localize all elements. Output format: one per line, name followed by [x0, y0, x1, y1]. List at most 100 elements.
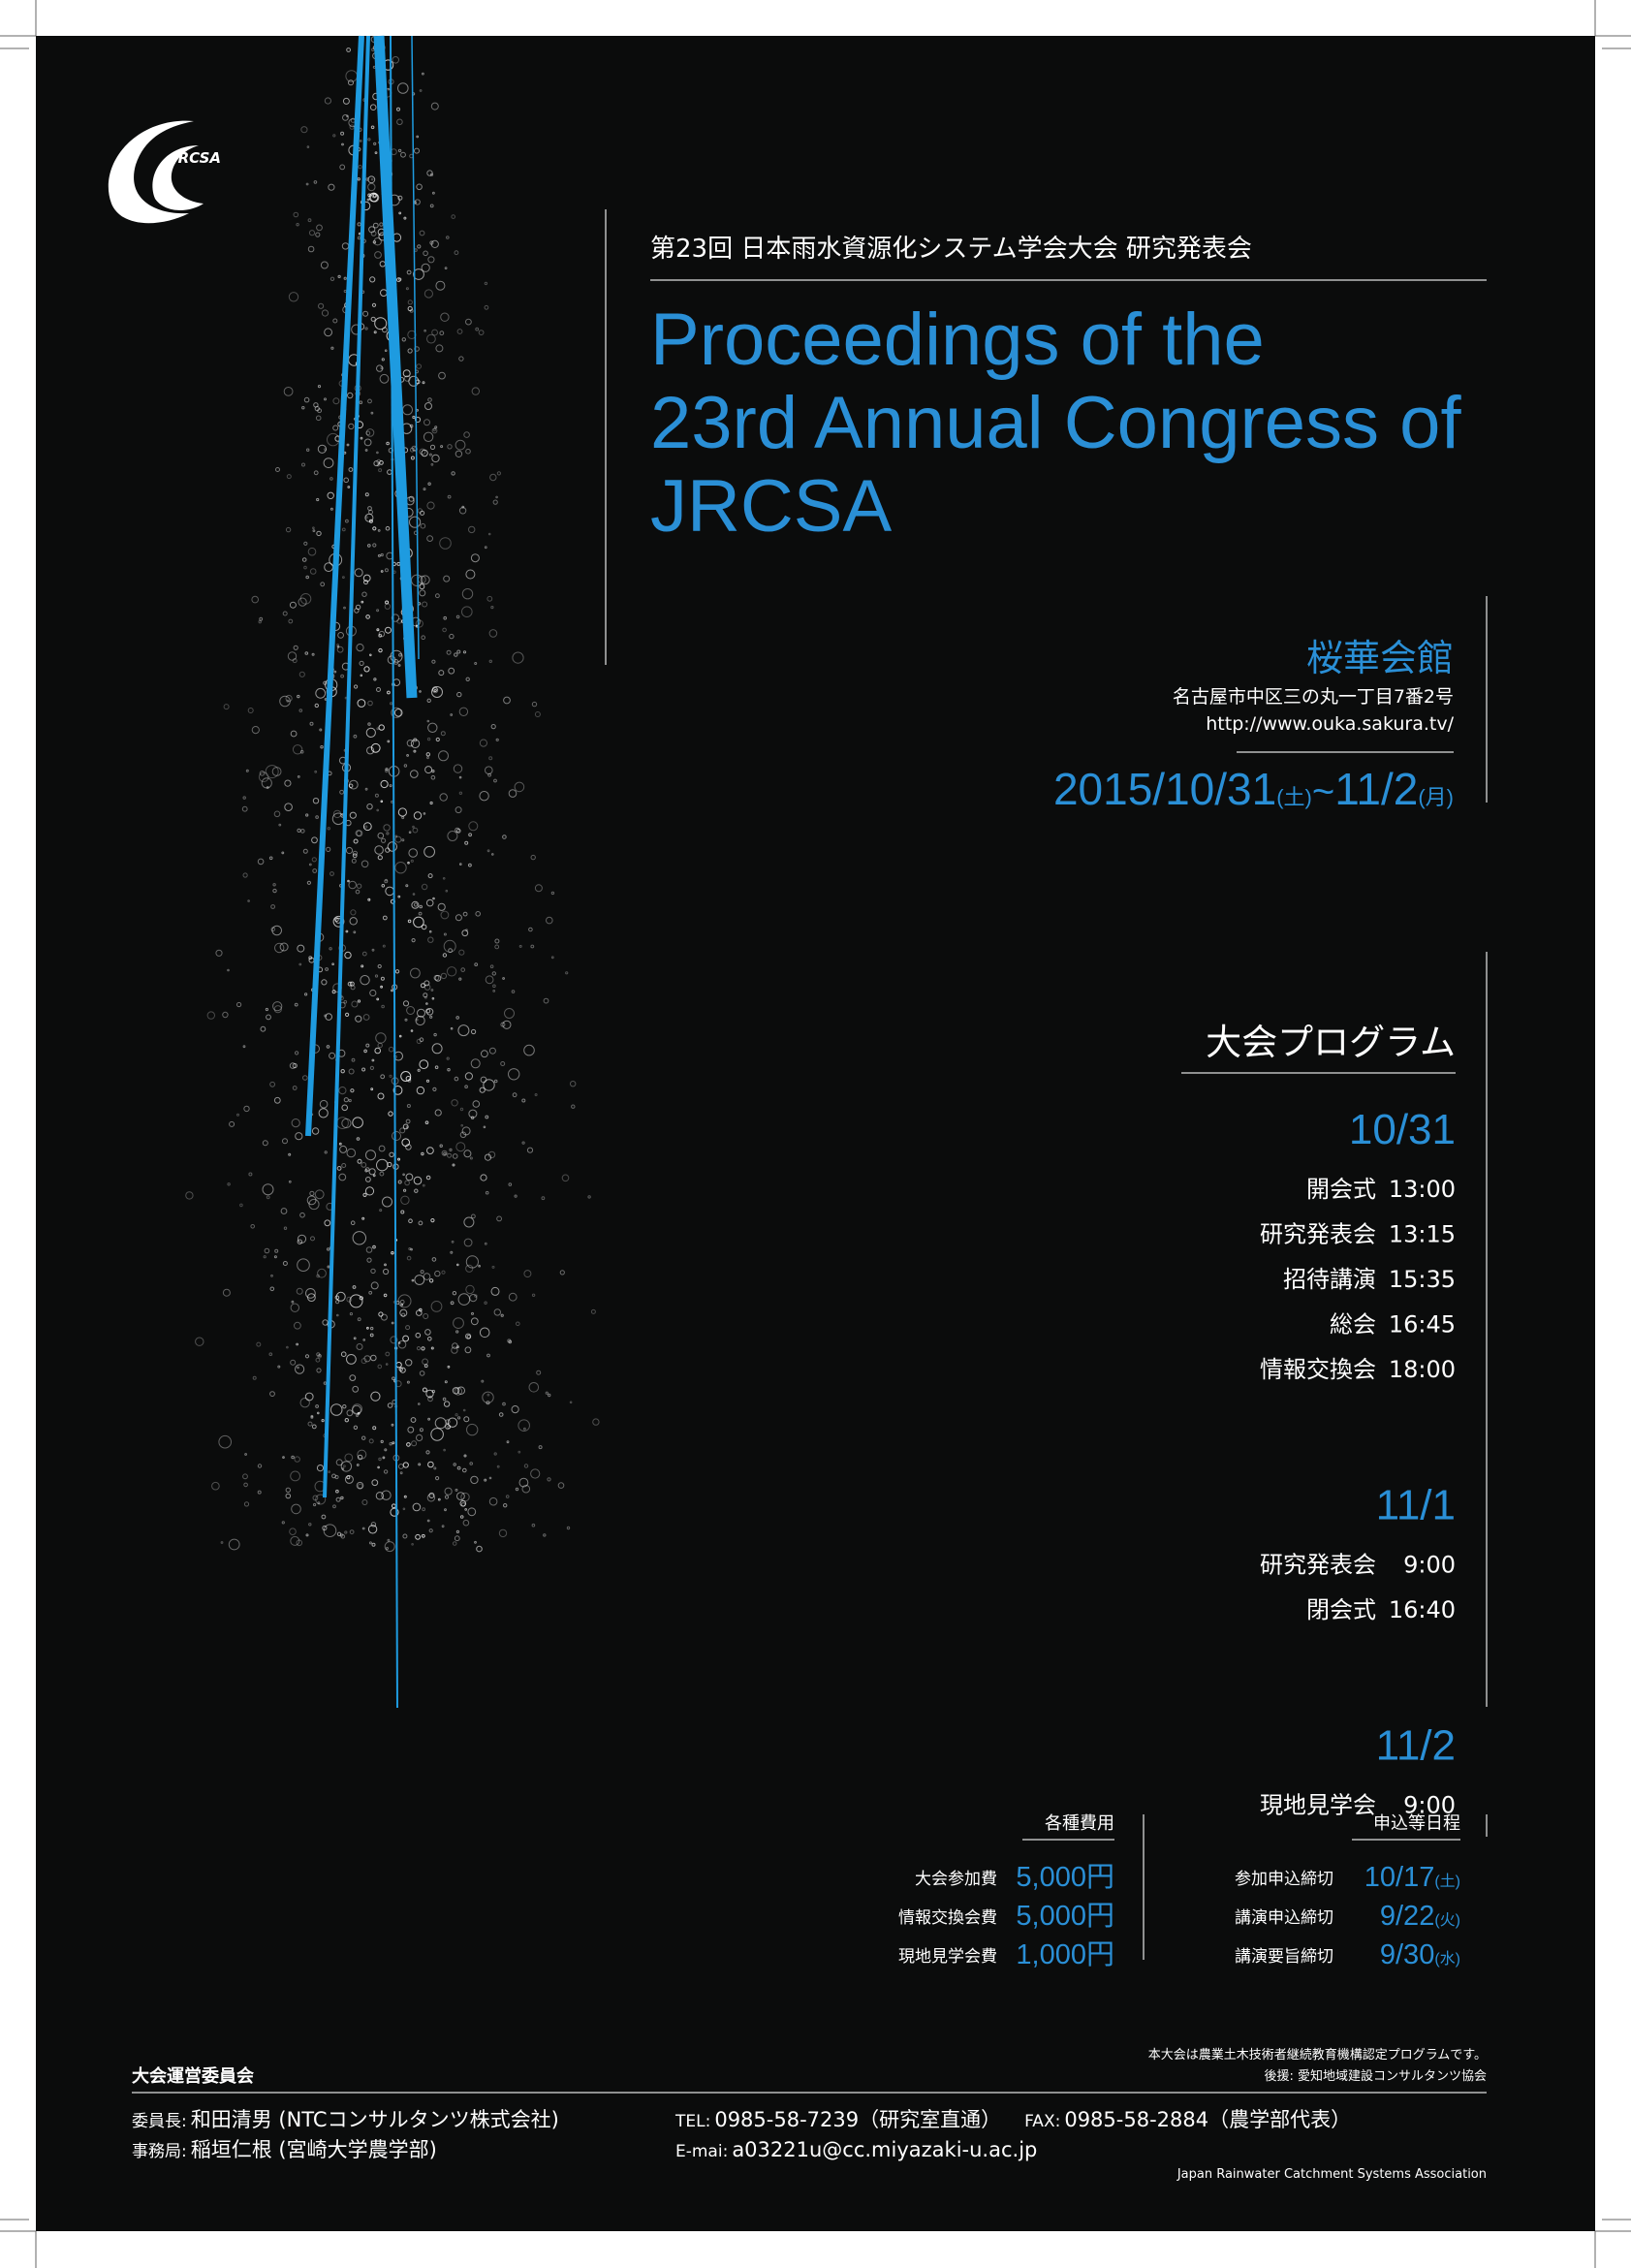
- bubble: [455, 828, 461, 834]
- bubble: [485, 1115, 489, 1119]
- bubble: [405, 287, 409, 291]
- bubble: [334, 1295, 340, 1301]
- bubble: [488, 1476, 492, 1480]
- bubble: [385, 878, 388, 882]
- bubble: [378, 630, 386, 638]
- bubble: [428, 1278, 434, 1283]
- bubble: [314, 703, 319, 709]
- bubble: [379, 1209, 383, 1213]
- bubble: [469, 1294, 478, 1303]
- bubble: [282, 1261, 288, 1266]
- bubble: [427, 1461, 434, 1468]
- bubble: [308, 863, 312, 866]
- bubble: [336, 646, 344, 653]
- bubble: [378, 647, 383, 653]
- title-line: JRCSA: [650, 465, 892, 548]
- committee-title: 大会運営委員会: [132, 2065, 254, 2087]
- bubble: [362, 574, 371, 583]
- bubble: [355, 830, 362, 836]
- light-streaks: [305, 35, 420, 1709]
- bubble: [465, 1255, 479, 1269]
- bubble: [385, 1351, 391, 1357]
- bubble: [521, 1141, 525, 1145]
- bubble: [326, 846, 331, 853]
- bubble: [370, 125, 375, 130]
- bubble: [409, 516, 422, 528]
- bubble: [367, 544, 371, 548]
- bubble: [429, 801, 433, 805]
- bubble: [403, 216, 407, 220]
- office: 事務局: 稲垣仁根 (宮崎大学農学部): [132, 2138, 437, 2161]
- bubble: [272, 883, 276, 887]
- bubble: [443, 1448, 446, 1452]
- bubble: [264, 1247, 270, 1254]
- bubble: [239, 1203, 243, 1208]
- bubble: [366, 198, 370, 202]
- bubble: [386, 441, 390, 446]
- bubble: [329, 477, 333, 481]
- bubble: [305, 813, 309, 817]
- bubble: [387, 841, 397, 852]
- bubble: [411, 938, 416, 943]
- bubble: [290, 730, 298, 738]
- bubble: [431, 686, 438, 693]
- bubble: [380, 1074, 386, 1080]
- bubble: [456, 691, 462, 698]
- bubble: [415, 1018, 419, 1022]
- bubble: [399, 1367, 406, 1373]
- bubble: [415, 1015, 425, 1026]
- bubble: [374, 1047, 382, 1055]
- bubble: [438, 750, 449, 762]
- bubble: [462, 1519, 470, 1527]
- bubble: [447, 831, 458, 841]
- bubble: [463, 1238, 473, 1247]
- bubble: [412, 1502, 422, 1512]
- bubble: [319, 728, 323, 732]
- bubble: [341, 1467, 345, 1470]
- bubble: [455, 450, 463, 457]
- bubble: [311, 836, 318, 844]
- bubble: [367, 398, 372, 404]
- bubble: [334, 917, 339, 923]
- bubble: [327, 827, 330, 831]
- bubble: [410, 1029, 414, 1032]
- bubble: [439, 793, 448, 802]
- bubble: [353, 838, 359, 844]
- bubble: [444, 1495, 450, 1499]
- bubble: [388, 1046, 394, 1053]
- bubble: [427, 1337, 432, 1341]
- bubble: [420, 1270, 424, 1275]
- bubble: [508, 1182, 513, 1186]
- bubble: [373, 331, 377, 334]
- subtitle: 第23回 日本雨水資源化システム学会大会 研究発表会: [650, 235, 1252, 264]
- bubble: [407, 919, 412, 924]
- bubble: [422, 72, 424, 76]
- bubble: [405, 1125, 409, 1129]
- bubble: [474, 662, 478, 665]
- value: 稲垣仁根 (宮崎大学農学部): [191, 2138, 437, 2161]
- bubble: [431, 1043, 443, 1055]
- bubble: [268, 1352, 273, 1356]
- bubble: [307, 1421, 313, 1427]
- bubble: [534, 711, 541, 717]
- bubble: [296, 1287, 303, 1295]
- bubble: [456, 1345, 459, 1348]
- bubble: [316, 497, 320, 502]
- bubble: [391, 614, 400, 622]
- bubble: [374, 845, 384, 855]
- bubble: [536, 1370, 542, 1375]
- bubble: [365, 727, 376, 739]
- bubble: [376, 808, 380, 812]
- bubble: [414, 416, 422, 424]
- bubble: [379, 222, 384, 227]
- bubble: [250, 1224, 256, 1229]
- bubble: [428, 929, 432, 933]
- bubble: [387, 1538, 391, 1542]
- bubble: [416, 135, 420, 139]
- bubble: [323, 457, 334, 469]
- bubble: [378, 1311, 384, 1317]
- bubble: [367, 182, 376, 192]
- bubble: [470, 1116, 475, 1119]
- fee-label: 情報交換会費: [898, 1908, 997, 1928]
- bubble: [363, 1049, 367, 1054]
